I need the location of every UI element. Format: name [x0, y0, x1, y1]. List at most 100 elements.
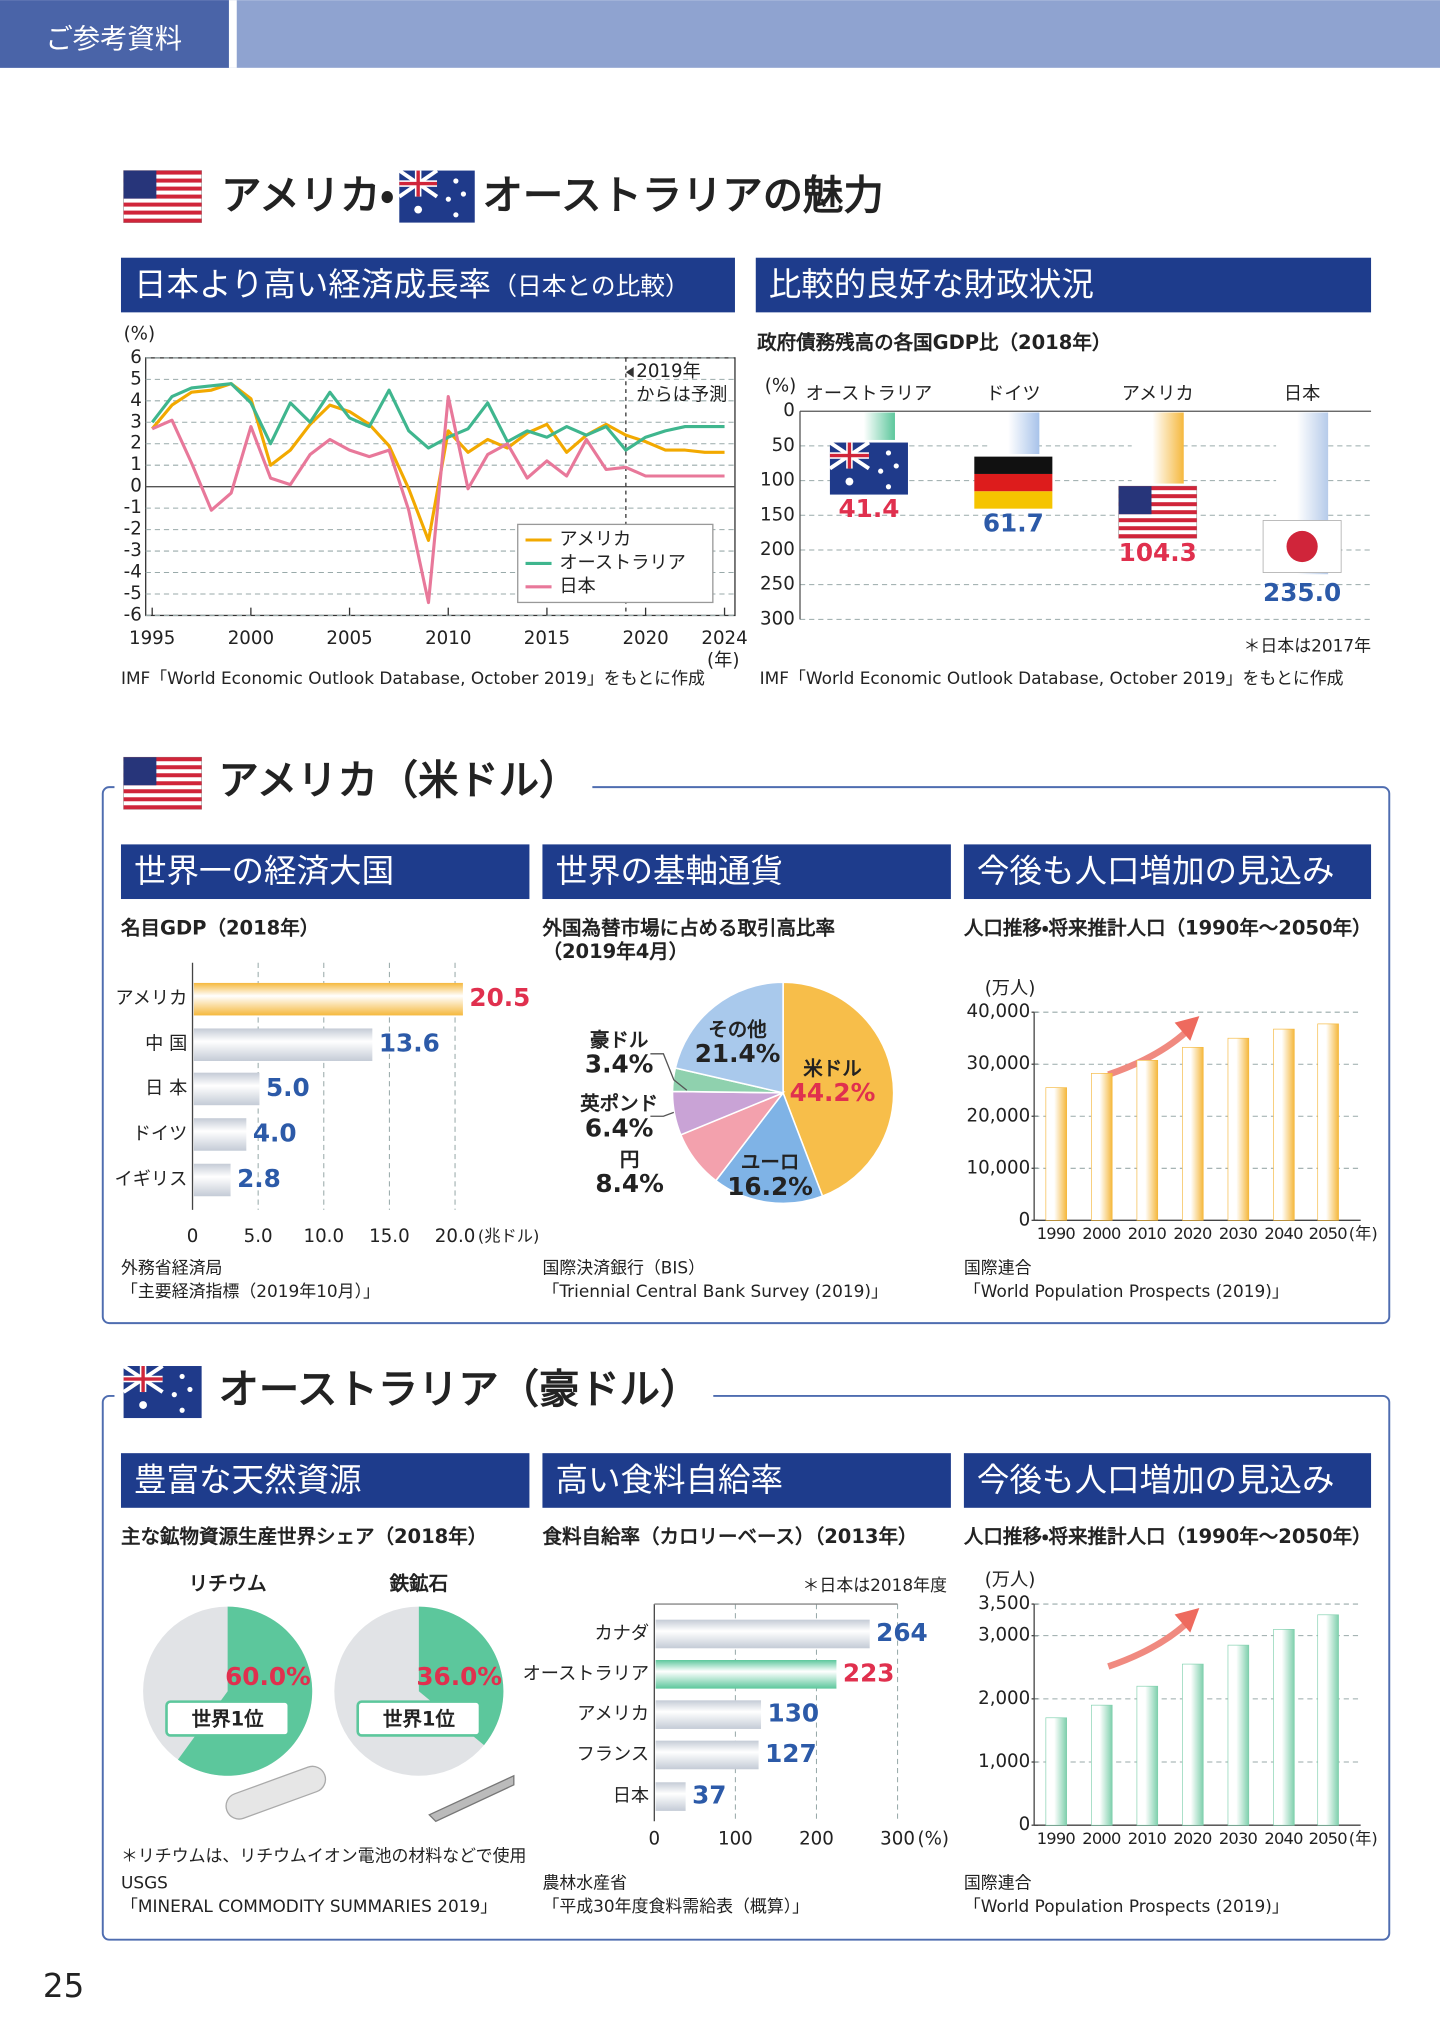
bar [193, 982, 463, 1016]
x-tick-label: 0 [649, 1829, 661, 1850]
x-tick-label: 10.0 [304, 1226, 345, 1247]
chart-subtitle: 名目GDP（2018年） [121, 916, 319, 939]
y-tick-label: アメリカ [577, 1704, 649, 1725]
x-axis-unit: (%) [918, 1829, 950, 1850]
x-tick-label: 2010 [1128, 1224, 1167, 1243]
bar [1136, 1060, 1159, 1221]
panel-heading [120, 1453, 530, 1508]
y-tick-label: -2 [124, 519, 142, 540]
value-label: 235.0 [1263, 578, 1341, 607]
y-tick-label: 4 [130, 390, 142, 411]
panel-title: 世界の基軸通貨 [555, 852, 783, 890]
y-tick-label: 300 [760, 608, 795, 629]
flag-cross [829, 453, 869, 458]
x-tick-label: 2020 [1173, 1224, 1212, 1243]
flag-canton [123, 170, 157, 199]
y-tick-label: ドイツ [133, 1123, 188, 1144]
chart-subtitle: 食料自給率（カロリーベース）（2013年） [542, 1525, 917, 1548]
bar [655, 1619, 870, 1649]
bar [193, 1028, 373, 1061]
bar [193, 1072, 260, 1106]
flag-stripe [123, 186, 202, 191]
slice-label: ユーロ [741, 1151, 800, 1174]
flag-stripe [123, 194, 202, 199]
y-tick-label: オーストラリア [523, 1663, 650, 1684]
flag-stripe [974, 456, 1053, 474]
source: IMF「World Economic Outlook Database, Oct… [760, 668, 1344, 688]
flag-stripe [1118, 526, 1197, 531]
source: 「Triennial Central Bank Survey (2019)」 [542, 1281, 887, 1301]
badge-label: 世界1位 [192, 1707, 265, 1730]
panel-title: 世界一の経済大国 [134, 852, 394, 890]
flag-star [453, 212, 459, 218]
x-tick-label: ドイツ [986, 383, 1041, 404]
y-tick-label: イギリス [115, 1169, 188, 1190]
bar [1045, 1717, 1067, 1826]
flag-star [885, 484, 892, 490]
x-axis-label: (年) [707, 650, 739, 671]
y-tick-label: 2 [130, 433, 142, 454]
panel-heading [542, 844, 951, 900]
flag-stripe [123, 781, 202, 786]
slice-value: 21.4% [695, 1039, 781, 1068]
slice-label: 英ポンド [580, 1092, 658, 1115]
y-tick-label: 6 [130, 347, 142, 368]
x-tick-label: 20.0 [435, 1226, 476, 1247]
note: ＊日本は2018年度 [803, 1575, 948, 1595]
x-tick-label: 2020 [1173, 1829, 1212, 1848]
flag-star [179, 1407, 185, 1413]
slice-value: 8.4% [595, 1169, 664, 1198]
x-tick-label: 2000 [1082, 1829, 1121, 1848]
flag-canton [123, 757, 157, 786]
flag-stripe [1118, 502, 1197, 507]
bar [1227, 1037, 1250, 1221]
value-label: 5.0 [266, 1073, 310, 1102]
x-tick-label: アメリカ [1122, 383, 1194, 404]
page-number: 25 [43, 1967, 84, 2005]
x-tick-label: 100 [718, 1829, 753, 1850]
slice-value: 16.2% [727, 1172, 813, 1201]
bar [1045, 1087, 1067, 1221]
flag-stripe [123, 170, 202, 175]
x-tick-label: 300 [880, 1829, 915, 1850]
value-label: 37 [692, 1781, 726, 1810]
y-tick-label: 40,000 [967, 1001, 1031, 1022]
flag-stripe [123, 202, 202, 207]
y-tick-label: 0 [1019, 1209, 1031, 1230]
y-tick-label: 0 [783, 400, 795, 421]
x-axis-label: (年) [1349, 1829, 1378, 1848]
annotation: からは予測 [636, 385, 727, 406]
x-tick-label: 2000 [1082, 1224, 1121, 1243]
series-line [150, 382, 725, 452]
value-label: 127 [765, 1739, 817, 1768]
source: IMF「World Economic Outlook Database, Oct… [121, 668, 705, 688]
y-tick-label: 250 [760, 574, 795, 595]
panel-heading [963, 1453, 1372, 1508]
x-tick-label: 2040 [1264, 1224, 1303, 1243]
legend-label: オーストラリア [559, 552, 686, 573]
bar [193, 1118, 247, 1151]
y-tick-label: 0 [1019, 1814, 1031, 1835]
panel-title: 比較的良好な財政状況 [769, 265, 1094, 303]
y-tick-label: 3,500 [978, 1593, 1030, 1614]
source: 外務省経済局 [121, 1257, 222, 1277]
flag-cross [399, 181, 438, 186]
y-axis-label: (万人) [985, 978, 1036, 999]
chart-subtitle: （2019年4月） [542, 940, 688, 963]
legend-label: 日本 [559, 576, 595, 597]
y-tick-label: 20,000 [967, 1105, 1031, 1126]
value-label: 104.3 [1119, 538, 1197, 567]
source: 「平成30年度食料需給表（概算）」 [542, 1896, 809, 1916]
bar [1273, 1629, 1295, 1826]
panel-heading [542, 1453, 951, 1508]
flag-stripe [1118, 518, 1197, 523]
section-title: オーストラリア（豪ドル） [219, 1366, 701, 1413]
flag-stripe [123, 210, 202, 215]
x-tick-label: 2010 [425, 628, 471, 649]
section-title: アメリカ（米ドル） [219, 757, 580, 804]
trend-arrow-head [1174, 1016, 1200, 1041]
x-tick-label: 2005 [326, 628, 372, 649]
bar [655, 1782, 686, 1811]
